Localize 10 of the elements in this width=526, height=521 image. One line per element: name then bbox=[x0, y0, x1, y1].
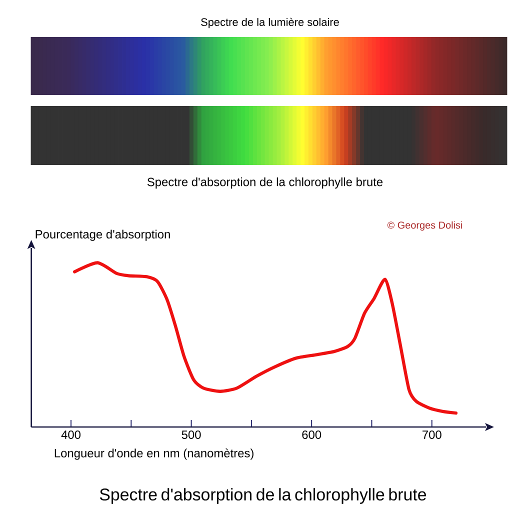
text: Spectre de la lumière solaire bbox=[201, 18, 339, 28]
text: Spectre d'absorption de la chlorophylle brute bbox=[100, 488, 426, 504]
text: © Georges Dolisi bbox=[387, 221, 462, 231]
x-tick-label: 700 bbox=[422, 430, 442, 439]
y-axis-title: Pourcentage d'absorption bbox=[36, 230, 170, 241]
x-tick-label: 400 bbox=[61, 430, 81, 439]
text: Spectre d'absorption de la chlorophylle brute bbox=[147, 177, 383, 189]
x-axis-title: Longueur d'onde en nm (nanomètres) bbox=[54, 448, 254, 460]
x-tick-label: 600 bbox=[302, 430, 322, 439]
x-tick-label: 500 bbox=[182, 430, 201, 439]
